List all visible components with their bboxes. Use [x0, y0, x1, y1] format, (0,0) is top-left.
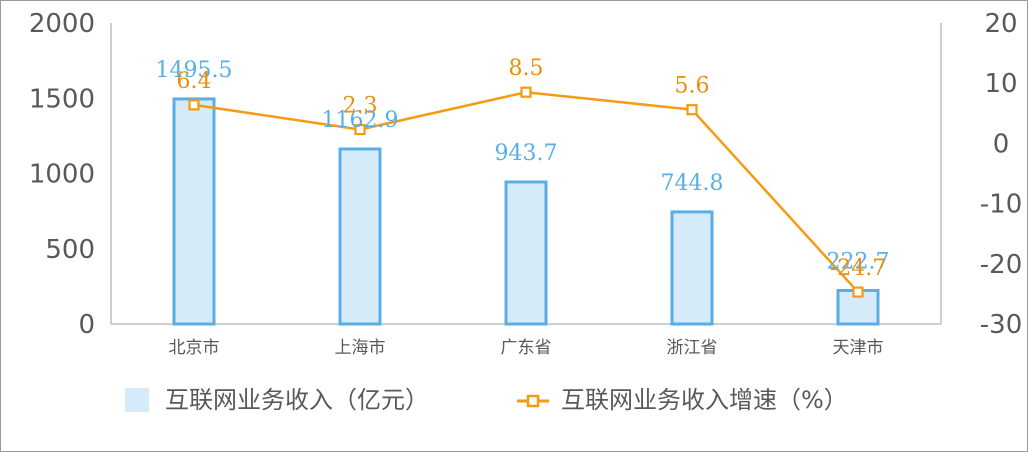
category-label: 北京市 [169, 338, 220, 358]
category-label: 天津市 [833, 338, 884, 358]
right-tick-label: 10 [984, 69, 1017, 99]
left-tick-label: 2000 [29, 9, 95, 39]
legend-bar-label: 互联网业务收入（亿元） [165, 386, 429, 414]
line-point [520, 86, 532, 98]
bar [172, 97, 216, 326]
bar-value-label: 744.8 [661, 171, 724, 196]
category-label: 广东省 [501, 338, 552, 358]
bar-value-label: 222.7 [827, 249, 890, 274]
line-value-label: 2.3 [343, 94, 378, 119]
bar-value-label: 1495.5 [156, 58, 233, 83]
category-label: 上海市 [335, 338, 386, 358]
legend-line-marker [526, 394, 540, 408]
line-point [188, 99, 200, 111]
line-point [852, 286, 864, 298]
bar [670, 210, 714, 326]
line-value-label: 8.5 [509, 56, 544, 81]
left-tick-label: 0 [78, 310, 95, 340]
legend-bar-swatch [125, 388, 149, 412]
bar [338, 147, 382, 326]
line-value-label: 5.6 [675, 74, 710, 99]
line-point [686, 104, 698, 116]
bar [504, 180, 548, 326]
right-tick-label: -30 [980, 310, 1022, 340]
line-value-label: -24.7 [830, 256, 886, 281]
bar-value-label: 943.7 [495, 141, 558, 166]
left-tick-label: 500 [45, 235, 95, 265]
right-tick-label: -10 [980, 190, 1022, 220]
right-tick-label: 20 [984, 9, 1017, 39]
legend-line-label: 互联网业务收入增速（%） [561, 386, 848, 414]
left-tick-label: 1000 [29, 160, 95, 190]
line-point [354, 123, 366, 136]
bar-value-label: 1162.9 [322, 108, 399, 133]
legend: 互联网业务收入（亿元） 互联网业务收入增速（%） [125, 386, 848, 414]
line-value-label: 6.4 [177, 69, 212, 94]
right-tick-label: -20 [980, 250, 1022, 280]
right-tick-label: 0 [993, 129, 1010, 159]
left-tick-label: 1500 [29, 84, 95, 114]
category-label: 浙江省 [667, 338, 718, 358]
